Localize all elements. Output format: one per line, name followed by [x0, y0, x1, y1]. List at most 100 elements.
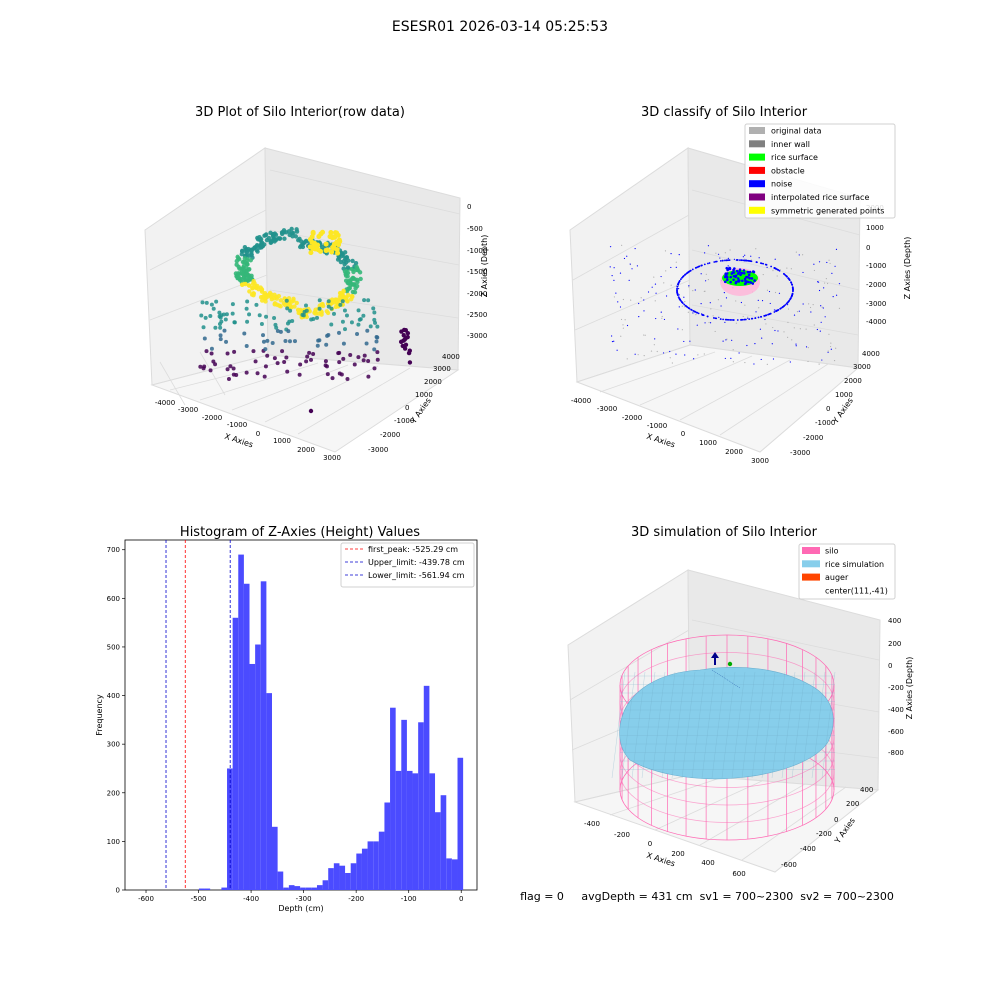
cls-ytick: -1000 [815, 419, 835, 427]
raw-ztick: -1500 [467, 268, 487, 276]
hist-bars [198, 554, 464, 890]
status-line: flag = 0 avgDepth = 431 cm sv1 = 700~230… [520, 890, 894, 903]
hist-ytick: 400 [107, 692, 120, 700]
hist-bar [255, 644, 261, 890]
sim-ztick: -400 [888, 706, 904, 714]
hist-legend-label: Lower_limit: -561.94 cm [368, 571, 465, 580]
hist-xlabel: Depth (cm) [278, 904, 323, 913]
cls-ztick: -1000 [866, 262, 886, 270]
cls-xlabel: X Axies [645, 432, 676, 450]
hist-bar [390, 707, 396, 890]
cls-ztick: 1000 [866, 224, 884, 232]
hist-xtick: -500 [191, 895, 207, 903]
hist-bar [316, 885, 323, 890]
hist-bar [283, 887, 289, 890]
hist-bar [446, 858, 452, 890]
sim-legend-label: silo [825, 547, 839, 556]
raw-ztick: -3000 [467, 332, 487, 340]
hist-ytick: 0 [116, 887, 120, 895]
sim-z-ticks: 400 200 0 -200 -400 -600 -800 Z Axies (D… [888, 617, 914, 757]
hist-y-ticks: 0 100 200 300 400 500 600 700 [107, 546, 125, 895]
cls-ytick: 1000 [835, 391, 853, 399]
sim-ztick: 200 [888, 640, 901, 648]
hist-xtick: -300 [296, 895, 312, 903]
hist-bar [423, 685, 430, 890]
hist-bar [238, 554, 244, 890]
hist-ytick: 200 [107, 789, 120, 797]
raw-xtick: -2000 [202, 414, 222, 422]
hist-bar [311, 887, 317, 890]
hist-bar [401, 719, 407, 890]
raw-ytick: 2000 [424, 378, 442, 386]
raw-ztick: 0 [467, 203, 471, 211]
hist-bar [221, 887, 228, 890]
hist-bar [300, 887, 306, 890]
hist-bar [406, 770, 413, 890]
sim-ytick: 0 [834, 816, 838, 824]
raw-ztick: -1000 [467, 247, 487, 255]
classify-legend-label: inner wall [771, 140, 810, 149]
hist-bar [294, 886, 301, 890]
hist-bar [440, 795, 447, 890]
sim-ytick: 200 [846, 800, 859, 808]
hist-bar [322, 880, 329, 890]
raw-xtick: 0 [256, 430, 260, 438]
cls-ytick: -3000 [790, 449, 810, 457]
hist-bar [277, 871, 284, 890]
sim-xtick: 400 [701, 859, 714, 867]
hist-legend-label: first_peak: -525.29 cm [368, 545, 458, 554]
hist-bar [451, 859, 458, 890]
sim-legend-label: center(111,-41) [825, 586, 888, 595]
raw-3d-title: 3D Plot of Silo Interior(row data) [195, 105, 405, 120]
classify-legend-label: symmetric generated points [771, 206, 884, 215]
cls-xtick: 3000 [751, 457, 769, 465]
raw-ytick: 3000 [433, 365, 451, 373]
classify-legend-label: interpolated rice surface [771, 193, 869, 202]
sim-ztick: -800 [888, 749, 904, 757]
classify-legend: original data inner wall rice surface obsta… [744, 123, 896, 219]
hist-xtick: -400 [243, 895, 259, 903]
hist-bar [418, 722, 424, 890]
hist-bar [271, 826, 278, 890]
hist-xtick: -600 [138, 895, 154, 903]
raw-ytick: -2000 [380, 431, 400, 439]
hist-bar [378, 831, 385, 890]
cls-zlabel: Z Axies (Depth) [903, 237, 912, 300]
cls-xtick: 2000 [725, 448, 743, 456]
raw-xtick: -4000 [155, 399, 175, 407]
hist-x-ticks: -600 -500 -400 -300 -200 -100 0 [138, 890, 463, 903]
hist-bar [373, 841, 379, 890]
sim-ztick: 400 [888, 617, 901, 625]
cls-ztick: -4000 [866, 318, 886, 326]
hist-bar [457, 757, 464, 890]
hist-bar [232, 617, 239, 890]
hist-legend: first_peak: -525.29 cm Upper_limit: -439.… [340, 542, 475, 588]
raw-ytick: 0 [405, 404, 409, 412]
raw-xtick: -1000 [227, 421, 247, 429]
hist-bar [361, 848, 368, 890]
cls-xtick: -4000 [571, 397, 591, 405]
raw-ytick: 1000 [415, 391, 433, 399]
hist-bar [333, 863, 340, 890]
cls-ylabel: Y Axies [830, 396, 855, 426]
cls-ytick: 2000 [844, 377, 862, 385]
sim-ztick: 0 [888, 662, 892, 670]
panel-classify-3d: 3D classify of Silo Interior -4000 -3000… [569, 105, 912, 465]
hist-bar [328, 868, 334, 890]
raw-ytick: 4000 [442, 353, 460, 361]
classify-points [609, 244, 841, 365]
hist-bar [260, 581, 267, 890]
hist-bar [243, 583, 250, 890]
hist-bar [384, 802, 391, 890]
hist-ytick: 500 [107, 643, 120, 651]
sim-ytick: -400 [800, 845, 816, 853]
hist-bar [266, 693, 272, 890]
hist-bar [249, 663, 256, 890]
sim-xtick: -400 [584, 820, 600, 828]
hist-bar [204, 888, 211, 890]
hist-bar [305, 887, 312, 890]
classify-legend-label: noise [771, 180, 792, 189]
cls-ytick: 3000 [853, 363, 871, 371]
cls-ztick: -3000 [866, 300, 886, 308]
